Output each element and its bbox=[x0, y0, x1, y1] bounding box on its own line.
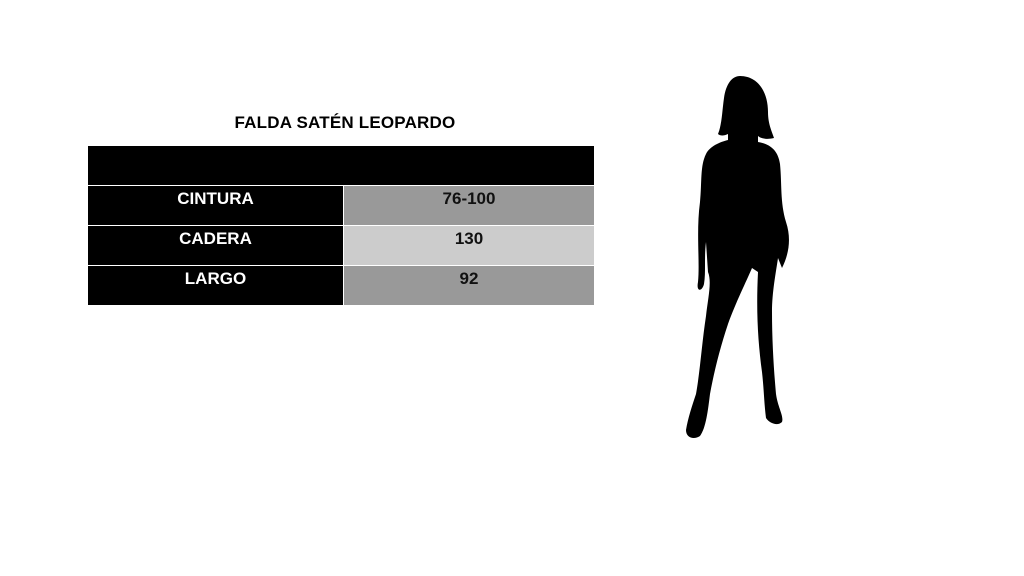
row-label: CADERA bbox=[88, 226, 343, 265]
size-table: CINTURA 76-100 CADERA 130 LARGO 92 bbox=[88, 146, 594, 306]
table-row: CADERA 130 bbox=[88, 226, 594, 265]
row-value: 92 bbox=[344, 266, 594, 305]
table-header bbox=[88, 146, 594, 185]
row-label: LARGO bbox=[88, 266, 343, 305]
row-label: CINTURA bbox=[88, 186, 343, 225]
table-row: LARGO 92 bbox=[88, 266, 594, 305]
row-value: 130 bbox=[344, 226, 594, 265]
product-title: FALDA SATÉN LEOPARDO bbox=[234, 113, 456, 132]
table-row: CINTURA 76-100 bbox=[88, 186, 594, 225]
row-value: 76-100 bbox=[344, 186, 594, 225]
woman-silhouette-icon bbox=[686, 76, 789, 438]
